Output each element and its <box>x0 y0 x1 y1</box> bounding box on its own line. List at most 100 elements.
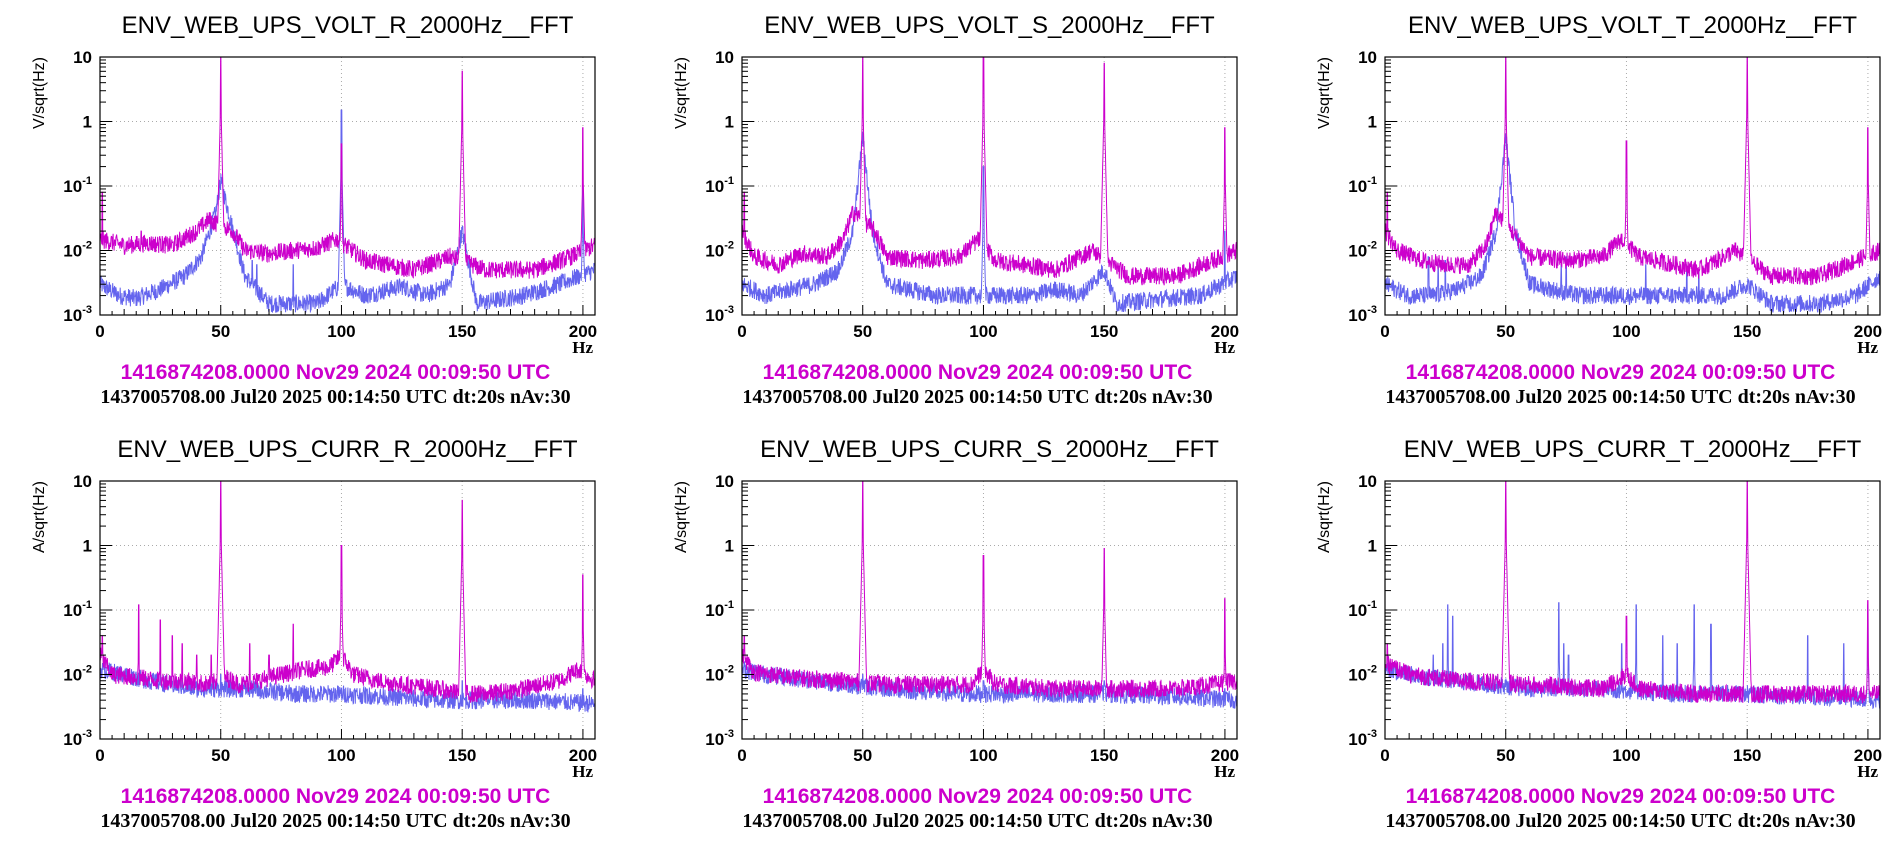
reference-spectrum-line <box>1385 481 1880 704</box>
y-tick-label: 10-2 <box>1348 664 1377 685</box>
current-legend: 1437005708.00 Jul20 2025 00:14:50 UTC dt… <box>1385 810 1855 832</box>
x-tick-label: 50 <box>1496 746 1515 765</box>
reference-spectrum-line <box>1385 57 1880 286</box>
y-tick-label: 10 <box>1358 48 1377 67</box>
y-axis-label: V/sqrt(Hz) <box>31 57 48 129</box>
y-axis-label: V/sqrt(Hz) <box>1316 57 1333 129</box>
current-legend: 1437005708.00 Jul20 2025 00:14:50 UTC dt… <box>100 810 570 832</box>
x-axis-label: Hz <box>1214 762 1235 781</box>
reference-spectrum-line <box>742 481 1237 699</box>
x-axis-label: Hz <box>1857 762 1878 781</box>
y-tick-label: 10-3 <box>705 304 734 325</box>
y-tick-label: 1 <box>83 113 92 132</box>
reference-spectrum-line <box>742 57 1237 286</box>
x-tick-label: 100 <box>327 746 355 765</box>
x-tick-label: 50 <box>211 322 230 341</box>
x-tick-label: 0 <box>1380 322 1389 341</box>
y-tick-label: 10-1 <box>63 175 92 196</box>
x-tick-label: 150 <box>1733 322 1761 341</box>
y-tick-label: 10-3 <box>1348 728 1377 749</box>
y-axis-label: A/sqrt(Hz) <box>673 481 690 553</box>
x-tick-label: 150 <box>1090 322 1118 341</box>
panel-title: ENV_WEB_UPS_CURR_S_2000Hz__FFT <box>760 436 1219 463</box>
reference-legend: 1416874208.0000 Nov29 2024 00:09:50 UTC <box>763 361 1193 384</box>
y-tick-label: 10-3 <box>1348 304 1377 325</box>
fft-panel: ENV_WEB_UPS_VOLT_S_2000Hz__FFT V/sqrt(Hz)… <box>673 12 1239 408</box>
y-tick-label: 10 <box>73 472 92 491</box>
current-legend: 1437005708.00 Jul20 2025 00:14:50 UTC dt… <box>742 386 1212 408</box>
current-spectrum-line <box>100 109 595 313</box>
y-tick-label: 10 <box>1358 472 1377 491</box>
x-tick-label: 0 <box>737 322 746 341</box>
y-tick-label: 10-1 <box>705 599 734 620</box>
y-tick-label: 1 <box>725 113 734 132</box>
reference-legend: 1416874208.0000 Nov29 2024 00:09:50 UTC <box>1406 785 1836 808</box>
x-tick-label: 100 <box>1612 322 1640 341</box>
panel-title: ENV_WEB_UPS_CURR_T_2000Hz__FFT <box>1404 436 1862 463</box>
y-tick-label: 10-1 <box>1348 175 1377 196</box>
x-tick-label: 100 <box>1612 746 1640 765</box>
x-tick-label: 150 <box>1733 746 1761 765</box>
y-tick-label: 10-3 <box>63 304 92 325</box>
y-tick-label: 1 <box>725 537 734 556</box>
reference-spectrum-line <box>100 481 595 703</box>
x-tick-label: 200 <box>1211 322 1239 341</box>
y-tick-label: 10-2 <box>705 664 734 685</box>
panel-title: ENV_WEB_UPS_VOLT_R_2000Hz__FFT <box>122 12 574 39</box>
x-tick-label: 100 <box>327 322 355 341</box>
x-tick-label: 50 <box>853 322 872 341</box>
x-axis-label: Hz <box>1857 338 1878 357</box>
fft-panel: ENV_WEB_UPS_CURR_R_2000Hz__FFT A/sqrt(Hz)… <box>31 436 597 832</box>
x-axis-label: Hz <box>572 338 593 357</box>
y-tick-label: 10-2 <box>1348 240 1377 261</box>
current-spectrum-line <box>742 131 1237 312</box>
y-tick-label: 10 <box>73 48 92 67</box>
x-tick-label: 200 <box>1854 322 1882 341</box>
y-tick-label: 10 <box>715 48 734 67</box>
x-tick-label: 200 <box>569 322 597 341</box>
y-tick-label: 10-3 <box>63 728 92 749</box>
y-tick-label: 10-1 <box>705 175 734 196</box>
reference-spectrum-line <box>100 57 595 279</box>
current-spectrum-line <box>1385 133 1880 314</box>
x-tick-label: 200 <box>569 746 597 765</box>
panel-title: ENV_WEB_UPS_VOLT_S_2000Hz__FFT <box>764 12 1215 39</box>
y-tick-label: 10-2 <box>63 240 92 261</box>
y-tick-label: 10-2 <box>63 664 92 685</box>
panel-title: ENV_WEB_UPS_VOLT_T_2000Hz__FFT <box>1408 12 1857 39</box>
x-tick-label: 100 <box>969 746 997 765</box>
y-axis-label: A/sqrt(Hz) <box>1316 481 1333 553</box>
x-tick-label: 200 <box>1211 746 1239 765</box>
current-legend: 1437005708.00 Jul20 2025 00:14:50 UTC dt… <box>1385 386 1855 408</box>
y-axis-label: A/sqrt(Hz) <box>31 481 48 553</box>
x-tick-label: 150 <box>448 322 476 341</box>
x-tick-label: 100 <box>969 322 997 341</box>
y-tick-label: 1 <box>1368 537 1377 556</box>
reference-legend: 1416874208.0000 Nov29 2024 00:09:50 UTC <box>121 361 551 384</box>
x-tick-label: 50 <box>211 746 230 765</box>
current-legend: 1437005708.00 Jul20 2025 00:14:50 UTC dt… <box>742 810 1212 832</box>
x-tick-label: 150 <box>448 746 476 765</box>
x-tick-label: 200 <box>1854 746 1882 765</box>
x-tick-label: 0 <box>95 322 104 341</box>
current-spectrum-line <box>1385 602 1880 710</box>
current-legend: 1437005708.00 Jul20 2025 00:14:50 UTC dt… <box>100 386 570 408</box>
reference-legend: 1416874208.0000 Nov29 2024 00:09:50 UTC <box>763 785 1193 808</box>
y-tick-label: 1 <box>83 537 92 556</box>
fft-panel: ENV_WEB_UPS_CURR_T_2000Hz__FFT A/sqrt(Hz)… <box>1316 436 1882 832</box>
fft-panel: ENV_WEB_UPS_VOLT_R_2000Hz__FFT V/sqrt(Hz)… <box>31 12 597 408</box>
x-axis-label: Hz <box>1214 338 1235 357</box>
x-tick-label: 150 <box>1090 746 1118 765</box>
x-tick-label: 0 <box>95 746 104 765</box>
x-tick-label: 50 <box>853 746 872 765</box>
x-axis-label: Hz <box>572 762 593 781</box>
reference-legend: 1416874208.0000 Nov29 2024 00:09:50 UTC <box>1406 361 1836 384</box>
reference-legend: 1416874208.0000 Nov29 2024 00:09:50 UTC <box>121 785 551 808</box>
y-tick-label: 10-1 <box>1348 599 1377 620</box>
y-tick-label: 10-2 <box>705 240 734 261</box>
fft-panel: ENV_WEB_UPS_VOLT_T_2000Hz__FFT V/sqrt(Hz)… <box>1316 12 1882 408</box>
x-tick-label: 0 <box>737 746 746 765</box>
fft-panel: ENV_WEB_UPS_CURR_S_2000Hz__FFT A/sqrt(Hz)… <box>673 436 1239 832</box>
x-tick-label: 50 <box>1496 322 1515 341</box>
